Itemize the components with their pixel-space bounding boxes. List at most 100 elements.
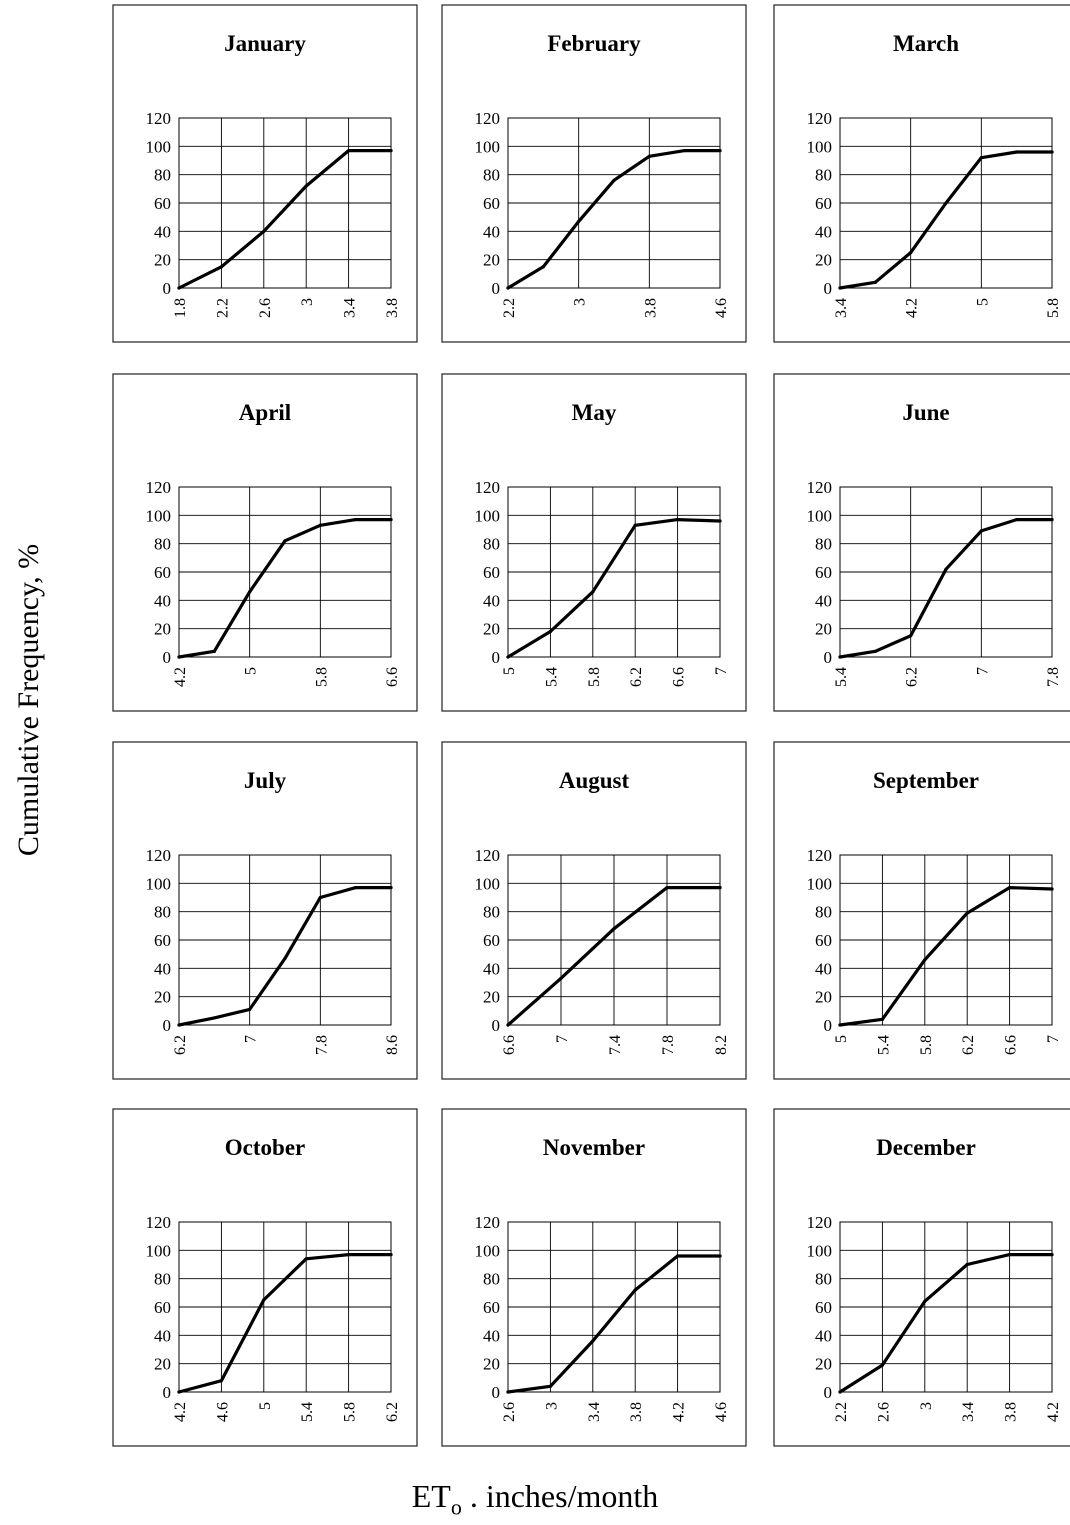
series-line xyxy=(177,149,393,290)
panel-title: September xyxy=(873,768,979,793)
panel-title: November xyxy=(543,1135,645,1160)
data-point xyxy=(1050,150,1054,154)
y-tick-label: 20 xyxy=(483,988,500,1007)
x-tick-label: 7.8 xyxy=(1045,667,1062,687)
data-point xyxy=(633,523,637,527)
y-tick-label: 60 xyxy=(483,563,500,582)
y-tick-label: 120 xyxy=(475,109,501,128)
x-tick-label: 5.4 xyxy=(543,667,560,687)
x-tick-label: 3 xyxy=(572,298,589,306)
series-line xyxy=(506,1254,722,1394)
data-point xyxy=(909,634,913,638)
y-tick-label: 20 xyxy=(815,620,832,639)
data-point xyxy=(612,178,616,182)
y-tick-label: 40 xyxy=(154,222,171,241)
x-tick-label: 6.2 xyxy=(904,667,921,687)
y-tick-label: 100 xyxy=(807,137,833,156)
x-tick-label: 4.2 xyxy=(172,667,189,687)
series-line xyxy=(506,517,722,659)
panel-title: August xyxy=(559,768,630,793)
x-tick-label: 3.8 xyxy=(628,1402,645,1422)
y-tick-label: 40 xyxy=(483,222,500,241)
panel-frame xyxy=(441,4,747,343)
data-point xyxy=(591,590,595,594)
y-tick-label: 40 xyxy=(815,591,832,610)
data-point xyxy=(212,1016,216,1020)
x-axis-label-units: . inches/month xyxy=(461,1478,659,1514)
data-point xyxy=(944,567,948,571)
x-tick-label: 7.4 xyxy=(607,1035,624,1055)
y-axis-label: Cumulative Frequency, % xyxy=(4,0,54,1525)
y-tick-label: 80 xyxy=(154,535,171,554)
panel-november: November 0 20 40 60 80 100 120 2.6 3 3.4 3.8 4.2 4.6 xyxy=(441,1108,747,1447)
x-tick-label: 1.8 xyxy=(172,298,189,318)
data-point xyxy=(559,976,563,980)
data-point xyxy=(177,1390,181,1394)
data-point xyxy=(506,286,510,290)
data-point xyxy=(318,523,322,527)
y-tick-label: 40 xyxy=(483,591,500,610)
panel-may: May 0 20 40 60 80 100 120 5 5.4 5.8 6.2 6.6 7 xyxy=(441,373,747,712)
x-tick-label: 4.2 xyxy=(1045,1402,1062,1422)
x-tick-label: 5.8 xyxy=(586,667,603,687)
panel-title: May xyxy=(572,400,617,425)
x-tick-label: 3.4 xyxy=(960,1402,977,1422)
y-tick-label: 60 xyxy=(154,1298,171,1317)
data-point xyxy=(248,1007,252,1012)
panel-title: December xyxy=(876,1135,976,1160)
panel-march: March 0 20 40 60 80 100 120 3.4 4.2 5 5.8 xyxy=(773,4,1070,343)
panel-frame xyxy=(112,373,418,712)
x-tick-label: 6.2 xyxy=(384,1402,401,1422)
panel-title: July xyxy=(244,768,287,793)
data-point xyxy=(683,148,687,153)
x-tick-label: 3.4 xyxy=(586,1402,603,1422)
panel-title: February xyxy=(547,31,641,56)
y-tick-label: 100 xyxy=(146,506,172,525)
data-point xyxy=(506,655,510,659)
y-tick-label: 80 xyxy=(815,166,832,185)
x-tick-label: 2.2 xyxy=(501,298,518,318)
data-point xyxy=(1008,885,1012,890)
y-tick-label: 100 xyxy=(475,1241,501,1260)
y-tick-label: 0 xyxy=(163,1016,172,1035)
x-tick-label: 5 xyxy=(833,1035,850,1043)
panel-january: January 0 20 40 60 80 100 120 1.8 2.2 2.6 3 3.4 3.8 xyxy=(112,4,418,343)
x-tick-label: 3.4 xyxy=(833,298,850,318)
data-point xyxy=(283,956,287,961)
y-tick-label: 0 xyxy=(492,279,501,298)
y-tick-label: 120 xyxy=(807,109,833,128)
data-point xyxy=(718,148,722,153)
panel-august: August 0 20 40 60 80 100 120 6.6 7 7.4 7.8 8.2 xyxy=(441,741,747,1080)
data-point xyxy=(838,1023,842,1027)
x-tick-label: 5.8 xyxy=(918,1035,935,1055)
x-tick-label: 7 xyxy=(554,1035,571,1043)
panel-title: October xyxy=(225,1135,305,1160)
data-point xyxy=(676,517,680,522)
x-tick-label: 2.2 xyxy=(214,298,231,318)
y-tick-label: 0 xyxy=(163,279,172,298)
x-tick-label: 5.4 xyxy=(875,1035,892,1055)
y-tick-label: 0 xyxy=(824,279,833,298)
y-tick-label: 0 xyxy=(492,648,501,667)
y-tick-label: 120 xyxy=(146,1213,172,1232)
plot-area xyxy=(839,117,1053,289)
y-tick-label: 60 xyxy=(154,194,171,213)
y-tick-label: 80 xyxy=(483,903,500,922)
data-point xyxy=(944,201,948,205)
x-tick-label: 4.2 xyxy=(172,1402,189,1422)
x-tick-label: 6.6 xyxy=(384,667,401,687)
y-tick-label: 80 xyxy=(483,166,500,185)
y-axis-label-text: Cumulative Frequency, % xyxy=(12,543,45,857)
data-point xyxy=(718,519,722,523)
data-point xyxy=(541,265,545,269)
data-point xyxy=(219,265,223,269)
x-tick-label: 7.8 xyxy=(660,1035,677,1055)
data-point xyxy=(548,1384,553,1388)
y-tick-label: 80 xyxy=(154,903,171,922)
x-tick-label: 3 xyxy=(299,298,316,306)
data-point xyxy=(577,219,581,224)
y-tick-label: 120 xyxy=(475,1213,501,1232)
data-point xyxy=(389,1252,393,1257)
panel-title: April xyxy=(239,400,291,425)
data-point xyxy=(873,649,877,653)
